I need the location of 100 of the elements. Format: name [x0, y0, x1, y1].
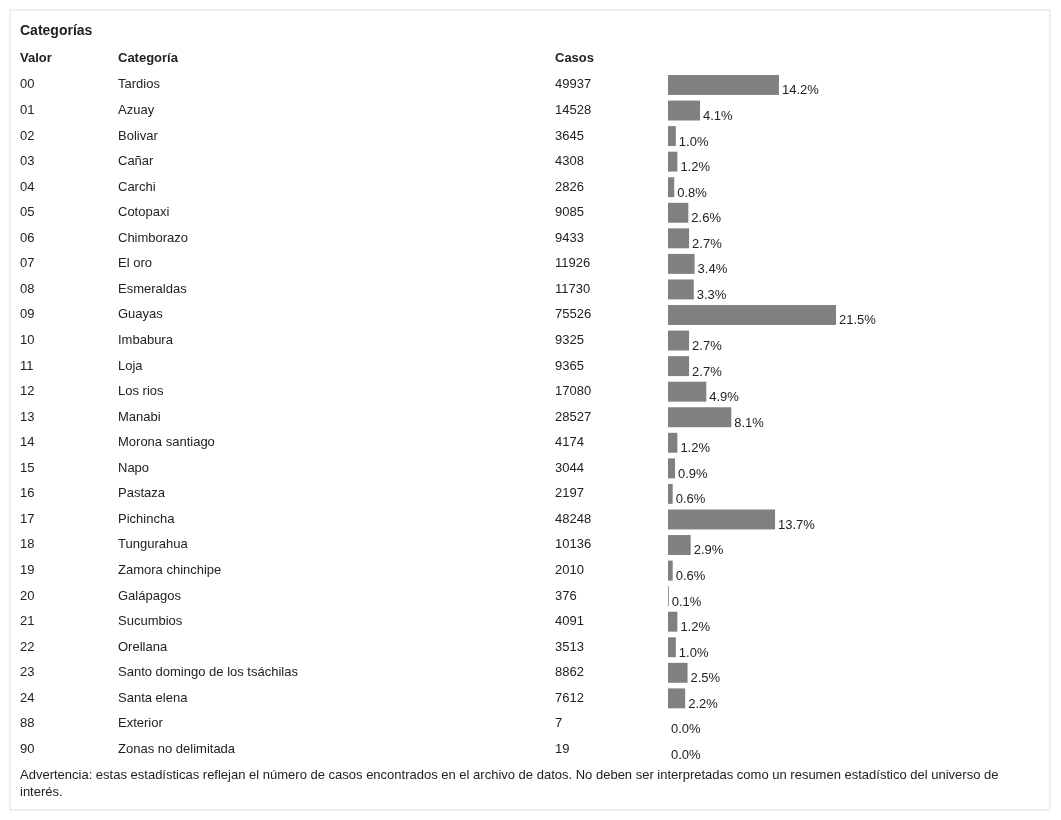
text: 03	[20, 153, 35, 169]
text: 04	[20, 178, 35, 194]
data-label: 21.5%	[839, 312, 877, 328]
text: 9085	[555, 204, 584, 220]
text: 7	[555, 715, 563, 731]
y-tick-label: Manabi	[118, 408, 161, 424]
text: 3513	[555, 638, 584, 654]
data-label: 1.2%	[680, 440, 711, 456]
text: 376	[555, 587, 577, 603]
data-label: 1.2%	[680, 619, 711, 635]
y-tick-label: Cotopaxi	[118, 204, 170, 220]
text: 2010	[555, 562, 584, 578]
data-label: 2.7%	[692, 337, 723, 353]
data-label: 0.0%	[671, 721, 702, 737]
text: 9365	[555, 357, 584, 373]
text: 05	[20, 204, 35, 220]
text: Categorías	[20, 22, 93, 38]
text: 2197	[555, 485, 584, 501]
text: 17080	[555, 383, 592, 399]
data-label: 2.7%	[692, 363, 723, 379]
y-tick-label: Zonas no delimitada	[118, 740, 236, 756]
y-tick-label: El oro	[118, 255, 152, 271]
y-tick-label: Loja	[118, 357, 144, 373]
data-label: 3.3%	[696, 286, 727, 302]
text: 10136	[555, 536, 592, 552]
text: 4308	[555, 153, 584, 169]
text: 9433	[555, 229, 584, 245]
data-label: 4.1%	[703, 107, 734, 123]
text: 15	[20, 459, 35, 475]
text: 00	[20, 76, 35, 92]
data-label: 0.0%	[671, 746, 702, 762]
bar	[668, 151, 678, 172]
bar	[668, 305, 836, 325]
bar	[668, 688, 686, 709]
data-label: 0.9%	[678, 465, 709, 481]
bar	[668, 279, 694, 300]
text: 23	[20, 664, 35, 680]
text: 09	[20, 306, 35, 322]
text: 06	[20, 229, 35, 245]
y-tick-label: Napo	[118, 459, 150, 475]
y-tick-label: Galápagos	[118, 587, 182, 603]
y-tick-label: Azuay	[118, 101, 155, 117]
bar	[668, 381, 707, 402]
data-label: 4.9%	[709, 389, 740, 405]
text: Casos	[555, 50, 595, 65]
data-label: 0.1%	[671, 593, 702, 609]
y-axis-title: Categoría	[118, 50, 179, 65]
text: 49937	[555, 76, 592, 92]
text: 3645	[555, 127, 584, 143]
text: 19	[20, 562, 35, 578]
bar	[668, 356, 690, 377]
text: 90	[20, 740, 35, 756]
data-label: 2.5%	[690, 670, 721, 686]
bar	[668, 228, 690, 249]
y-tick-label: Sucumbios	[118, 613, 183, 629]
data-label: 2.9%	[693, 542, 724, 558]
y-tick-label: Pichincha	[118, 510, 176, 526]
text: 4091	[555, 613, 584, 629]
text: 11	[20, 357, 34, 373]
y-tick-label: Los rios	[118, 383, 165, 399]
text: 9325	[555, 331, 584, 347]
y-tick-label: Bolivar	[118, 127, 159, 143]
text: 08	[20, 280, 35, 296]
bar	[668, 483, 673, 504]
text: 17	[20, 510, 35, 526]
data-label: 1.0%	[678, 133, 709, 149]
y-tick-label: Tardios	[118, 76, 161, 92]
data-label: 2.2%	[688, 695, 719, 711]
bar	[668, 637, 676, 658]
y-tick-label: Zamora chinchipe	[118, 562, 222, 578]
y-tick-label: Santo domingo de los tsáchilas	[118, 664, 299, 680]
text: 22	[20, 638, 35, 654]
bar	[668, 407, 732, 428]
text: 13	[20, 408, 35, 424]
text: 11730	[555, 280, 591, 296]
text: 18	[20, 536, 35, 552]
data-label: 1.2%	[680, 159, 711, 175]
text: 16	[20, 485, 35, 501]
data-label: 14.2%	[781, 82, 820, 98]
text: 8862	[555, 664, 584, 680]
text: 14	[20, 434, 35, 450]
text: 48248	[555, 510, 592, 526]
text: 7612	[555, 689, 584, 705]
text: 2826	[555, 178, 584, 194]
y-tick-label: Orellana	[118, 638, 168, 654]
text: 14528	[555, 101, 592, 117]
bar	[668, 100, 701, 121]
text: 10	[20, 331, 35, 347]
text: 19	[555, 740, 570, 756]
bar	[668, 75, 779, 95]
bar	[668, 509, 776, 530]
text: 20	[20, 587, 35, 603]
data-label: 2.6%	[691, 210, 722, 226]
data-label: 1.0%	[678, 644, 709, 660]
y-tick-label: Morona santiago	[118, 434, 215, 450]
bar	[668, 535, 691, 555]
text: 4174	[555, 434, 584, 450]
bar	[668, 126, 676, 147]
y-tick-label: Santa elena	[118, 689, 189, 705]
data-label: 13.7%	[778, 516, 816, 532]
